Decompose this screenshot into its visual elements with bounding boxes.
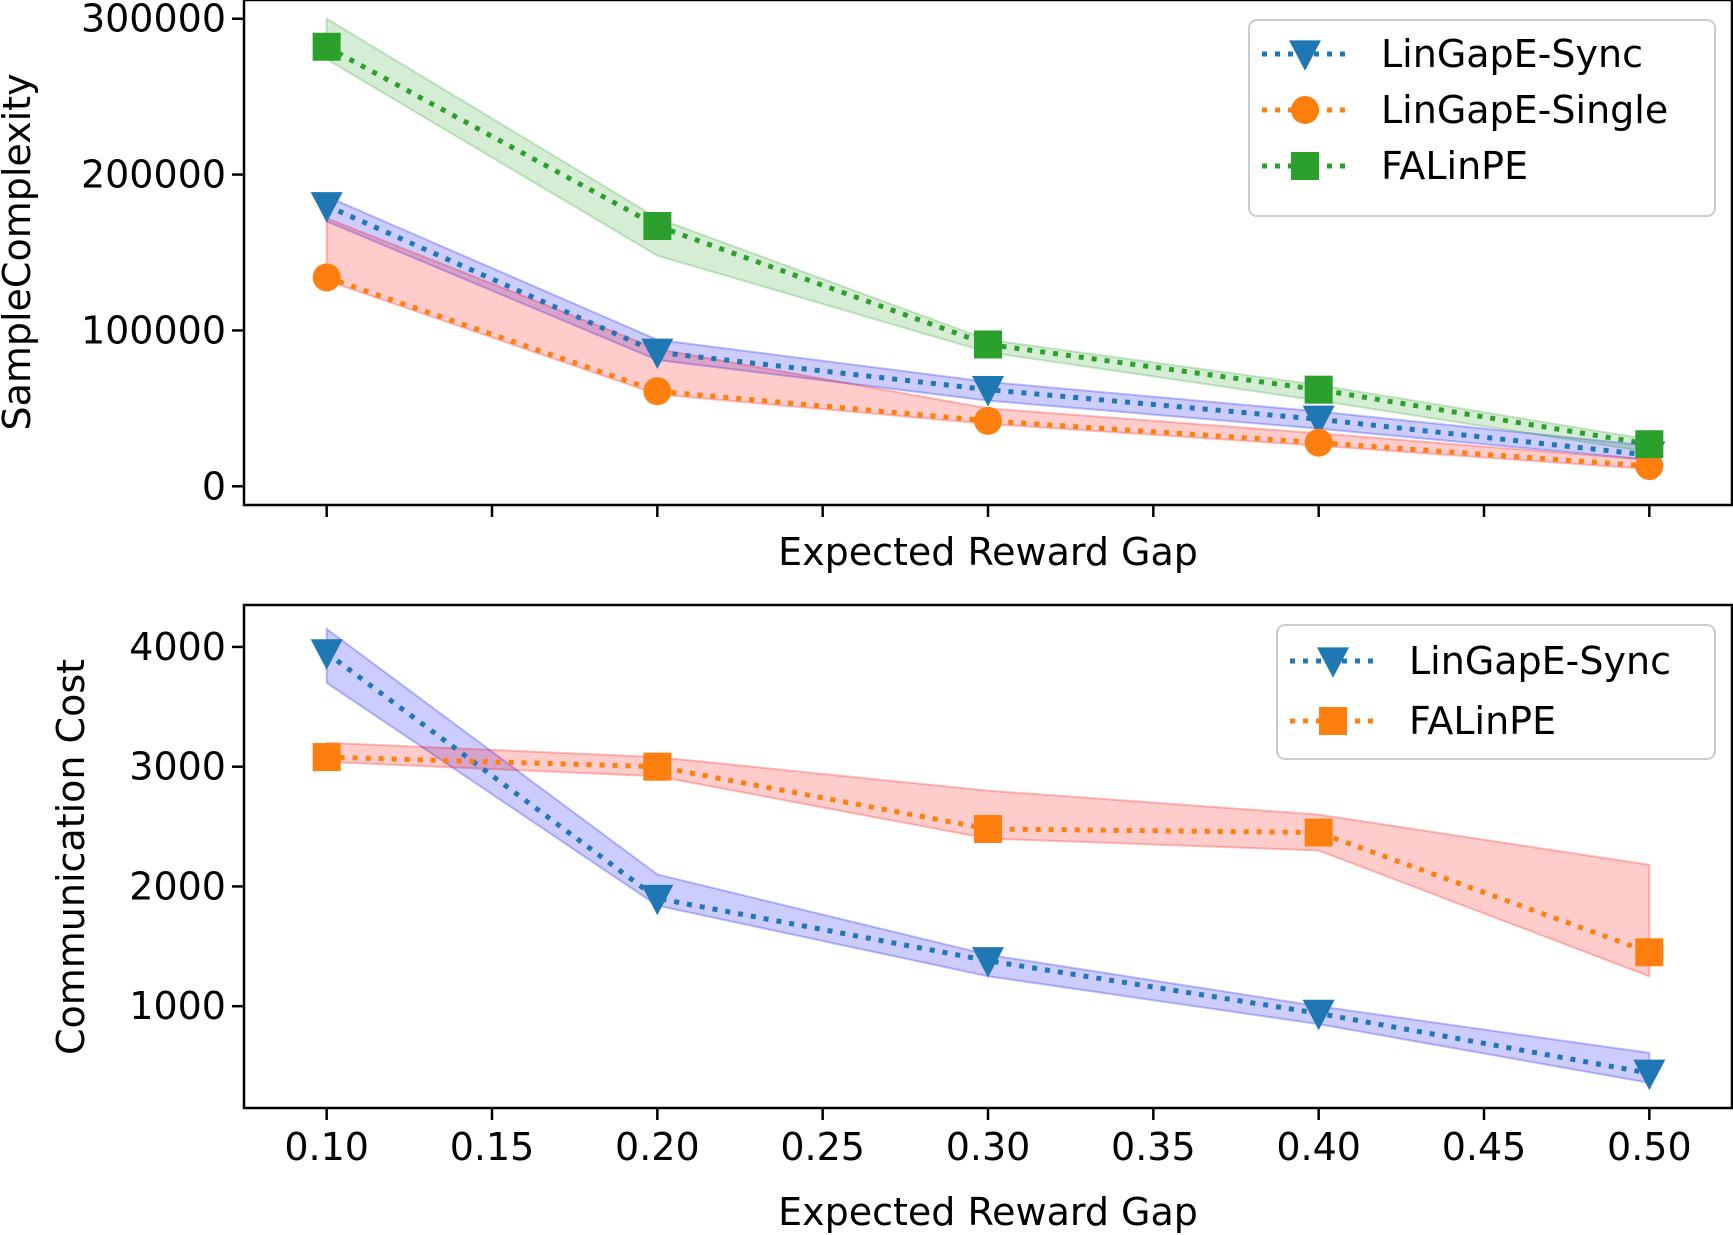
legend-marker-falinpe [1319, 707, 1347, 735]
y-tick-label: 0 [202, 464, 226, 508]
legend: LinGapE-Sync FALinPE [1276, 624, 1716, 760]
y-tick-label: 3000 [129, 745, 226, 789]
falinpe-point [312, 743, 341, 772]
falinpe-point [974, 814, 1002, 843]
falinpe-point [312, 32, 341, 61]
lingape-single-point [643, 377, 672, 406]
lingape-sync-point [972, 376, 1004, 407]
legend-marker-falinpe [1291, 152, 1319, 180]
lingape-sync-point [310, 192, 343, 223]
lingape-sync-series-line [325, 650, 1650, 1076]
falinpe-point [974, 330, 1002, 359]
lingape-sync-point [641, 884, 674, 916]
x-tick-label: 0.25 [780, 1125, 865, 1169]
legend-label-falinpe: FALinPE [1409, 699, 1556, 743]
legend-label-falinpe: FALinPE [1381, 144, 1528, 188]
falinpe-series-line [325, 44, 1650, 447]
y-axis-label: Communication Cost [49, 659, 93, 1055]
y-axis-label: SampleComplexity [0, 73, 39, 430]
lingape-single-point [312, 263, 341, 292]
x-tick-label: 0.50 [1607, 1125, 1692, 1169]
y-tick-label: 200000 [81, 153, 226, 197]
lingape-single-point [1304, 428, 1333, 457]
x-tick-label: 0.40 [1276, 1125, 1361, 1169]
legend-marker-lingape-single [1291, 96, 1319, 124]
y-tick-label: 1000 [129, 984, 226, 1028]
legend-label-lingape-single: LinGapE-Single [1381, 88, 1668, 132]
falinpe-point [1635, 430, 1664, 459]
falinpe-point [643, 212, 672, 241]
lingape-sync-point [641, 338, 674, 370]
communication-cost-panel: 0.10 0.15 0.20 0.25 0.30 0.35 0.40 0.45 0.50 100… [49, 603, 1733, 1234]
legend-box [1248, 19, 1716, 217]
lingape-single-point [1635, 452, 1664, 481]
y-tick-label: 4000 [129, 625, 226, 669]
legend: LinGapE-Sync LinGapE-Single FALinPE [1248, 19, 1716, 217]
lingape-sync-point [1633, 1059, 1666, 1091]
legend-box [1276, 624, 1716, 760]
legend-marker-lingape-sync [1289, 40, 1321, 71]
lingape-sync-point [972, 947, 1004, 978]
falinpe-point [643, 752, 672, 781]
lingape-sync-point [1302, 999, 1335, 1031]
falinpe-confidence-band [325, 741, 1651, 978]
falinpe-point [1635, 938, 1664, 967]
legend-marker-lingape-sync [1317, 647, 1349, 678]
lingape-sync-point [310, 639, 343, 670]
falinpe-point [1304, 818, 1333, 847]
x-tick-label: 0.35 [1111, 1125, 1196, 1169]
x-tick-label: 0.30 [946, 1125, 1031, 1169]
y-tick-label: 2000 [129, 864, 226, 908]
falinpe-point [1304, 375, 1333, 404]
legend-label-lingape-sync: LinGapE-Sync [1381, 32, 1643, 76]
legend-label-lingape-sync: LinGapE-Sync [1409, 639, 1671, 683]
x-tick-label: 0.45 [1442, 1125, 1527, 1169]
x-tick-label: 0.10 [284, 1125, 369, 1169]
x-tick-label: 0.15 [450, 1125, 535, 1169]
x-axis-label: Expected Reward Gap [778, 530, 1198, 574]
x-axis-label: Expected Reward Gap [778, 1190, 1198, 1234]
y-tick-label: 300000 [81, 0, 226, 41]
y-tick-label: 100000 [81, 308, 226, 352]
x-tick-label: 0.20 [615, 1125, 700, 1169]
lingape-single-point [974, 406, 1002, 435]
lingape-sync-point [1302, 405, 1335, 437]
